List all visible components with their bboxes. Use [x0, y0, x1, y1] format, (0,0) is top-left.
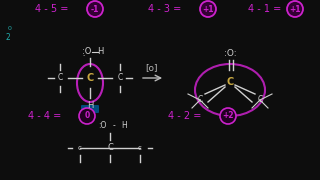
Text: c: c [138, 145, 142, 151]
Text: H: H [97, 48, 103, 57]
Text: :O:: :O: [224, 50, 236, 59]
Text: +1: +1 [289, 4, 301, 14]
Text: 2: 2 [6, 33, 11, 42]
Text: 4 - 2 =: 4 - 2 = [168, 111, 201, 121]
Text: C: C [117, 73, 123, 82]
Text: +1: +1 [202, 4, 214, 14]
Text: C: C [226, 77, 234, 87]
Text: -: - [113, 122, 116, 130]
Circle shape [220, 108, 236, 124]
Text: 4 - 3 =: 4 - 3 = [148, 4, 181, 14]
Text: 0: 0 [8, 26, 12, 30]
Circle shape [200, 1, 216, 17]
Text: 4 - 4 =: 4 - 4 = [28, 111, 61, 121]
Circle shape [287, 1, 303, 17]
Text: C: C [57, 73, 63, 82]
Text: H: H [87, 100, 93, 109]
Text: [o]: [o] [146, 64, 158, 73]
Text: C: C [107, 143, 113, 152]
Text: 4 - 5 =: 4 - 5 = [35, 4, 68, 14]
Text: -1: -1 [91, 4, 99, 14]
Circle shape [79, 108, 95, 124]
Text: C: C [197, 96, 203, 105]
Text: 0: 0 [84, 111, 90, 120]
FancyBboxPatch shape [81, 105, 99, 113]
Text: :O: :O [82, 48, 92, 57]
Text: H: H [121, 122, 127, 130]
Text: 4 - 1 =: 4 - 1 = [248, 4, 281, 14]
Text: c: c [78, 145, 82, 151]
Text: C: C [257, 96, 263, 105]
Text: C: C [86, 73, 94, 83]
Circle shape [87, 1, 103, 17]
Text: :O: :O [98, 122, 106, 130]
Text: ..: .. [82, 51, 86, 57]
Text: +2: +2 [222, 111, 234, 120]
